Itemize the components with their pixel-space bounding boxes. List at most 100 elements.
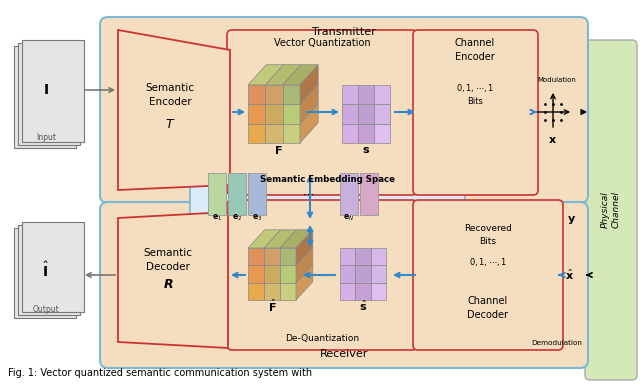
Polygon shape [296, 264, 313, 300]
Bar [371, 283, 386, 300]
Bar [248, 283, 264, 300]
Text: Demodulation: Demodulation [532, 340, 582, 346]
Polygon shape [248, 230, 281, 248]
Text: $\mathbf{x}$: $\mathbf{x}$ [548, 135, 557, 145]
Polygon shape [118, 212, 228, 348]
Bar [228, 173, 246, 215]
Polygon shape [266, 65, 301, 85]
FancyBboxPatch shape [585, 40, 637, 380]
Bar [342, 124, 358, 143]
Text: Semantic Embedding Space: Semantic Embedding Space [260, 176, 396, 184]
Text: Receiver: Receiver [320, 349, 368, 359]
Text: Bits: Bits [467, 96, 483, 106]
FancyBboxPatch shape [100, 17, 588, 203]
Bar [374, 124, 390, 143]
Bar [22, 222, 84, 312]
Bar [280, 265, 296, 283]
Polygon shape [283, 65, 318, 85]
Polygon shape [264, 230, 297, 248]
Polygon shape [300, 65, 318, 105]
Bar [360, 173, 378, 215]
Text: Transmitter: Transmitter [312, 27, 376, 37]
Text: $\mathbf{e}_1$: $\mathbf{e}_1$ [212, 213, 222, 223]
Polygon shape [118, 30, 230, 190]
Bar [340, 283, 355, 300]
Bar [22, 40, 84, 142]
FancyBboxPatch shape [227, 200, 417, 350]
Bar [264, 283, 280, 300]
Bar [371, 248, 386, 265]
Text: $\mathbf{s}$: $\mathbf{s}$ [362, 145, 370, 155]
FancyBboxPatch shape [413, 30, 538, 195]
Bar [358, 85, 374, 105]
Text: $\mathbf{e}_N$: $\mathbf{e}_N$ [344, 213, 355, 223]
Polygon shape [296, 247, 313, 283]
Bar [283, 124, 300, 143]
Bar [264, 248, 280, 265]
Bar [14, 46, 76, 148]
Bar [248, 85, 266, 105]
Polygon shape [300, 103, 318, 143]
Bar [342, 105, 358, 124]
Bar [355, 248, 371, 265]
Bar [283, 85, 300, 105]
Bar [248, 173, 266, 215]
Bar [248, 124, 266, 143]
Bar [248, 248, 264, 265]
Bar [280, 248, 296, 265]
Text: $\mathbf{e}_2$: $\mathbf{e}_2$ [232, 213, 242, 223]
Bar [280, 283, 296, 300]
Text: $\hat{\mathbf{F}}$: $\hat{\mathbf{F}}$ [268, 298, 276, 314]
Bar [266, 85, 283, 105]
Text: $\mathbf{I}$: $\mathbf{I}$ [43, 83, 49, 97]
Text: De-Quantization: De-Quantization [285, 333, 359, 342]
Text: Semantic
Encoder: Semantic Encoder [145, 83, 195, 107]
Bar [374, 105, 390, 124]
Text: $\mathbf{F}$: $\mathbf{F}$ [274, 144, 282, 156]
Text: $\hat{\mathbf{x}}$: $\hat{\mathbf{x}}$ [566, 268, 575, 282]
Bar [358, 124, 374, 143]
Text: Output: Output [33, 305, 60, 314]
Text: $T$: $T$ [164, 117, 175, 131]
Bar [355, 283, 371, 300]
FancyBboxPatch shape [227, 30, 417, 195]
Text: Vector Quantization: Vector Quantization [274, 38, 371, 48]
Bar [14, 228, 76, 318]
Text: $0,1,\cdots,1$: $0,1,\cdots,1$ [468, 256, 508, 268]
Text: $\boldsymbol{R}$: $\boldsymbol{R}$ [163, 278, 173, 291]
Polygon shape [248, 65, 284, 85]
Bar [283, 105, 300, 124]
Text: Semantic
Decoder: Semantic Decoder [143, 248, 193, 272]
Polygon shape [280, 230, 313, 248]
Bar [208, 173, 226, 215]
Polygon shape [300, 84, 318, 124]
FancyBboxPatch shape [100, 202, 588, 368]
Bar [342, 85, 358, 105]
Bar [18, 225, 80, 315]
Text: $\hat{\mathbf{s}}$: $\hat{\mathbf{s}}$ [359, 299, 367, 313]
Bar [355, 265, 371, 283]
FancyBboxPatch shape [413, 200, 563, 350]
Bar [248, 265, 264, 283]
Text: Channel
Decoder: Channel Decoder [467, 296, 509, 320]
Bar [371, 265, 386, 283]
FancyBboxPatch shape [190, 165, 465, 227]
Bar [340, 265, 355, 283]
Text: Modulation: Modulation [538, 77, 577, 83]
Bar [248, 105, 266, 124]
Bar [340, 248, 355, 265]
Text: $\cdots$: $\cdots$ [302, 189, 314, 199]
Text: Physical
Channel: Physical Channel [601, 191, 621, 229]
Bar [264, 265, 280, 283]
Polygon shape [296, 230, 313, 265]
Text: Channel
Encoder: Channel Encoder [455, 38, 495, 62]
Bar [18, 43, 80, 145]
Bar [374, 85, 390, 105]
Text: $\hat{\mathbf{I}}$: $\hat{\mathbf{I}}$ [42, 261, 50, 280]
Bar [266, 105, 283, 124]
Text: $\mathbf{y}$: $\mathbf{y}$ [568, 214, 577, 226]
Bar [266, 124, 283, 143]
Text: Recovered
Bits: Recovered Bits [464, 224, 512, 246]
Text: $\mathbf{e}_3$: $\mathbf{e}_3$ [252, 213, 262, 223]
Bar [358, 105, 374, 124]
